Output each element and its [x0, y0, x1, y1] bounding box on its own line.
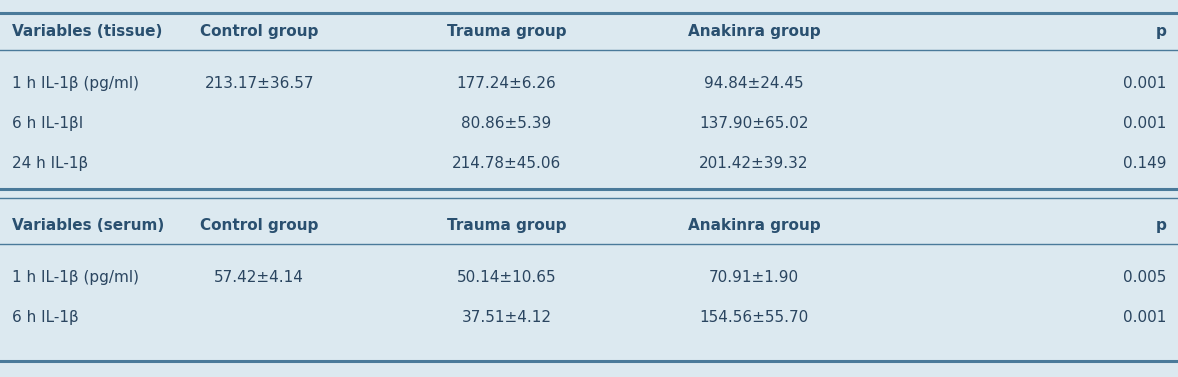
Text: 0.001: 0.001 — [1123, 76, 1166, 91]
Text: 213.17±36.57: 213.17±36.57 — [205, 76, 313, 91]
Text: 50.14±10.65: 50.14±10.65 — [457, 270, 556, 285]
Text: 80.86±5.39: 80.86±5.39 — [462, 116, 551, 131]
Text: Trauma group: Trauma group — [446, 218, 567, 233]
Text: p: p — [1156, 24, 1166, 39]
Text: 0.001: 0.001 — [1123, 116, 1166, 131]
Text: p: p — [1156, 218, 1166, 233]
Text: Variables (tissue): Variables (tissue) — [12, 24, 163, 39]
Text: 6 h IL-1β: 6 h IL-1β — [12, 310, 79, 325]
Text: 137.90±65.02: 137.90±65.02 — [700, 116, 808, 131]
Text: Control group: Control group — [200, 218, 318, 233]
Text: 94.84±24.45: 94.84±24.45 — [704, 76, 803, 91]
Text: 154.56±55.70: 154.56±55.70 — [700, 310, 808, 325]
Text: 1 h IL-1β (pg/ml): 1 h IL-1β (pg/ml) — [12, 270, 139, 285]
Text: Anakinra group: Anakinra group — [688, 218, 820, 233]
Text: Anakinra group: Anakinra group — [688, 24, 820, 39]
Text: 0.149: 0.149 — [1123, 156, 1166, 172]
Text: 214.78±45.06: 214.78±45.06 — [452, 156, 561, 172]
Text: Trauma group: Trauma group — [446, 24, 567, 39]
Text: 6 h IL-1βI: 6 h IL-1βI — [12, 116, 82, 131]
Text: 24 h IL-1β: 24 h IL-1β — [12, 156, 88, 172]
Text: 177.24±6.26: 177.24±6.26 — [457, 76, 556, 91]
Text: 201.42±39.32: 201.42±39.32 — [700, 156, 808, 172]
Text: 57.42±4.14: 57.42±4.14 — [214, 270, 304, 285]
Text: 0.001: 0.001 — [1123, 310, 1166, 325]
Text: Variables (serum): Variables (serum) — [12, 218, 164, 233]
Text: 37.51±4.12: 37.51±4.12 — [462, 310, 551, 325]
Text: Control group: Control group — [200, 24, 318, 39]
Text: 70.91±1.90: 70.91±1.90 — [709, 270, 799, 285]
Text: 1 h IL-1β (pg/ml): 1 h IL-1β (pg/ml) — [12, 76, 139, 91]
Text: 0.005: 0.005 — [1123, 270, 1166, 285]
